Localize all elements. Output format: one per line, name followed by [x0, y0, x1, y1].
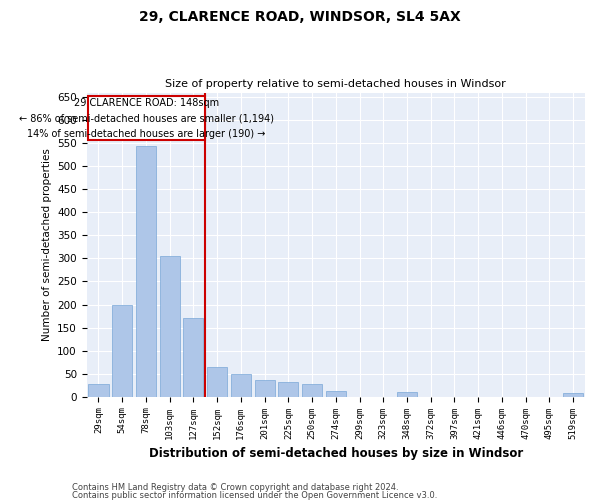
Bar: [302, 384, 322, 396]
Bar: [254, 380, 275, 396]
Text: Contains HM Land Registry data © Crown copyright and database right 2024.: Contains HM Land Registry data © Crown c…: [72, 484, 398, 492]
Bar: [88, 384, 109, 396]
Y-axis label: Number of semi-detached properties: Number of semi-detached properties: [41, 148, 52, 341]
Bar: [112, 304, 132, 396]
X-axis label: Distribution of semi-detached houses by size in Windsor: Distribution of semi-detached houses by …: [149, 447, 523, 460]
Text: 29, CLARENCE ROAD, WINDSOR, SL4 5AX: 29, CLARENCE ROAD, WINDSOR, SL4 5AX: [139, 10, 461, 24]
FancyBboxPatch shape: [88, 96, 205, 140]
Bar: [397, 392, 417, 396]
Bar: [563, 393, 583, 396]
Text: Contains public sector information licensed under the Open Government Licence v3: Contains public sector information licen…: [72, 491, 437, 500]
Bar: [207, 366, 227, 396]
Bar: [278, 382, 298, 396]
Bar: [231, 374, 251, 396]
Title: Size of property relative to semi-detached houses in Windsor: Size of property relative to semi-detach…: [166, 79, 506, 89]
Text: 29 CLARENCE ROAD: 148sqm
← 86% of semi-detached houses are smaller (1,194)
14% o: 29 CLARENCE ROAD: 148sqm ← 86% of semi-d…: [19, 98, 274, 138]
Bar: [184, 318, 203, 396]
Bar: [160, 256, 180, 396]
Bar: [136, 146, 156, 396]
Bar: [326, 391, 346, 396]
